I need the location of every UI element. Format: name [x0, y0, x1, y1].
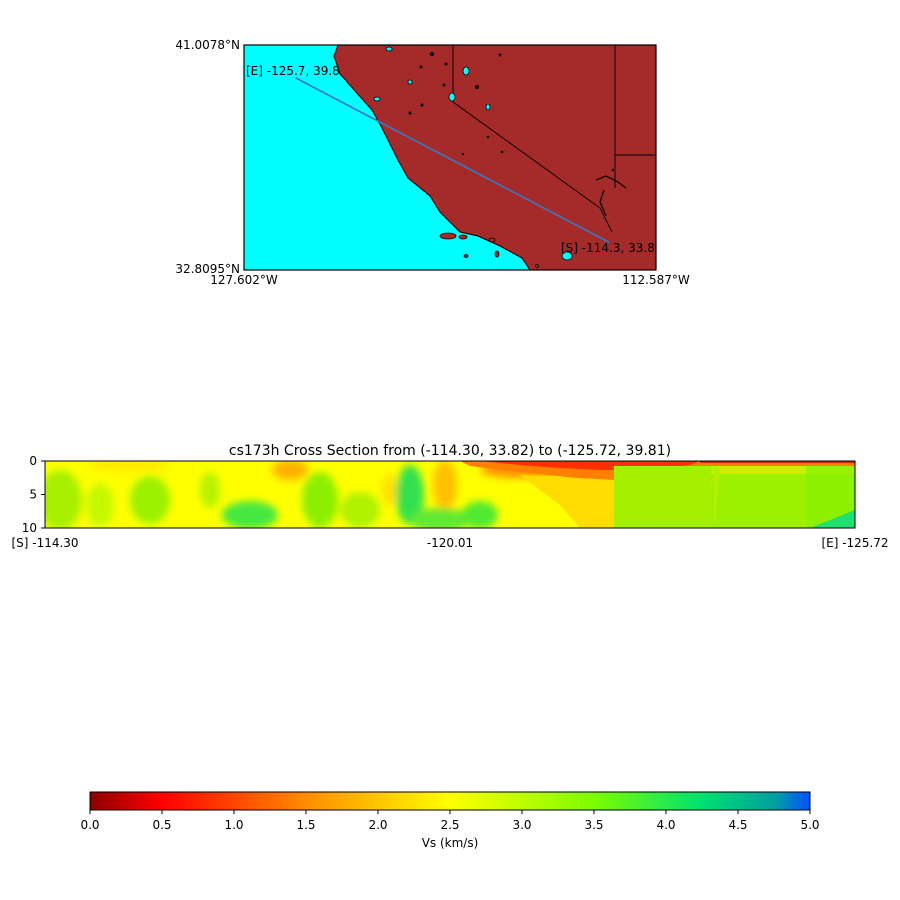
lakes: [373, 46, 573, 261]
colorbar-gradient: [89, 791, 811, 811]
colorbar-label: Vs (km/s): [422, 836, 479, 850]
depth-tick-label: 10: [22, 521, 37, 535]
depth-tick-label: 0: [29, 454, 37, 468]
map-frame: [243, 44, 657, 271]
cross-section-title: cs173h Cross Section from (-114.30, 33.8…: [229, 443, 671, 459]
colorbar-tick-label: 1.5: [296, 818, 315, 832]
colorbar-tick-label: 3.5: [584, 818, 603, 832]
lat-bottom-label: 32.8095°N: [175, 262, 240, 276]
end-point-label: [E] -125.7, 39.8: [246, 64, 340, 78]
colorbar-tick-label: 2.0: [368, 818, 387, 832]
land: [333, 45, 656, 270]
land-group: [333, 45, 656, 270]
colorado-river: [595, 175, 627, 217]
colorbar-tick-label: 5.0: [800, 818, 819, 832]
colorbar-tick-label: 1.0: [224, 818, 243, 832]
colorbar-tick-label: 0.5: [152, 818, 171, 832]
location-map: [E] -125.7, 39.8 [S] -114.3, 33.8 41.007…: [175, 38, 689, 287]
x-label-start: [S] -114.30: [11, 536, 78, 550]
lon-left-label: 127.602°W: [210, 273, 278, 287]
start-point-label: [S] -114.3, 33.8: [561, 241, 655, 255]
cross-section-path: [295, 77, 610, 243]
reservoirs: [408, 52, 615, 172]
x-label-end: [E] -125.72: [821, 536, 888, 550]
cross-section: cs173h Cross Section from (-114.30, 33.8…: [11, 443, 888, 550]
depth-axis: 0 5 10: [22, 454, 45, 535]
state-border: [452, 45, 613, 233]
islands: [439, 232, 539, 268]
lat-top-label: 41.0078°N: [175, 38, 240, 52]
lon-right-label: 112.587°W: [622, 273, 690, 287]
colorbar-tick-label: 0.0: [80, 818, 99, 832]
x-label-mid: -120.01: [427, 536, 473, 550]
depth-tick-label: 5: [29, 488, 37, 502]
colorbar-tick-label: 4.0: [656, 818, 675, 832]
colorbar-tick-label: 4.5: [728, 818, 747, 832]
colorbar-ticks: 0.0 0.5 1.0 1.5 2.0 2.5 3.0 3.5 4.0 4.5 5.0: [80, 810, 820, 832]
velocity-field: [45, 461, 855, 528]
colorbar: 0.0 0.5 1.0 1.5 2.0 2.5 3.0 3.5 4.0 4.5 5.0 Vs (km…: [80, 791, 820, 850]
colorbar-tick-label: 3.0: [512, 818, 531, 832]
colorbar-tick-label: 2.5: [440, 818, 459, 832]
